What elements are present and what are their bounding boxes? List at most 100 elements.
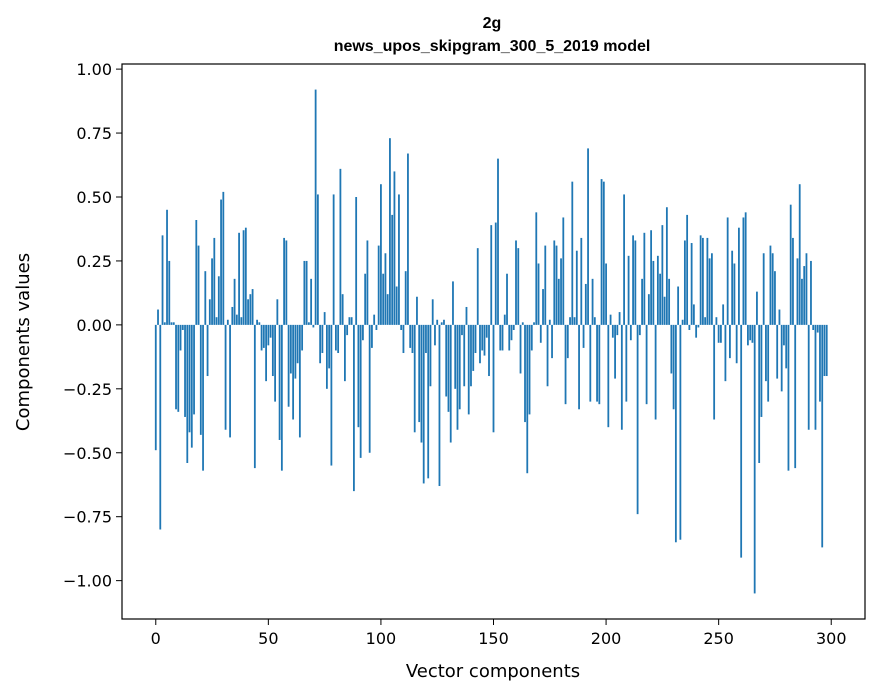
bar-13 (184, 324, 186, 417)
x-axis-ticks: 0 50 100 150 200 250 300 (151, 619, 847, 648)
bar-249 (715, 317, 718, 325)
bar-184 (569, 317, 571, 325)
bar-266 (753, 324, 756, 594)
bar-51 (269, 324, 272, 338)
bar-199 (602, 181, 605, 325)
bar-180 (560, 258, 562, 325)
bar-245 (706, 237, 709, 325)
bar-208 (623, 194, 625, 325)
bar-155 (503, 314, 506, 325)
bar-164 (524, 324, 526, 423)
bar-88 (353, 324, 355, 492)
bar-90 (357, 324, 360, 428)
bar-278 (780, 324, 783, 392)
bar-63 (296, 324, 299, 364)
bar-282 (789, 204, 792, 325)
bar-89 (355, 197, 358, 325)
bar-23 (206, 324, 209, 377)
bar-274 (771, 253, 774, 325)
bar-44 (253, 324, 256, 469)
x-tick-label: 0 (151, 629, 161, 648)
bar-233 (679, 324, 682, 540)
bar-214 (636, 324, 639, 515)
bar-16 (190, 324, 193, 448)
bar-263 (747, 324, 749, 346)
bar-92 (362, 324, 364, 341)
bar-39 (242, 230, 245, 325)
bar-169 (535, 212, 538, 325)
bar-270 (762, 253, 765, 325)
bar-163 (521, 322, 524, 325)
bar-131 (449, 324, 452, 443)
bar-116 (416, 296, 418, 325)
bar-248 (713, 324, 716, 420)
bar-118 (420, 324, 423, 443)
bar-223 (656, 255, 659, 325)
bar-29 (220, 199, 222, 325)
bar-66 (303, 260, 306, 325)
bar-207 (620, 324, 623, 430)
y-axis-ticks: −1.00 −0.75 −0.50 −0.25 0.00 0.25 0.50 0.75 1.00 (63, 60, 122, 591)
bar-11 (179, 324, 182, 351)
bar-229 (670, 324, 673, 374)
bar-27 (215, 317, 218, 325)
bar-104 (389, 138, 391, 325)
bar-156 (506, 273, 508, 325)
y-tick-label: −0.25 (63, 380, 112, 399)
chart-subtitle: news_upos_skipgram_300_5_2019 model (334, 38, 651, 55)
bar-213 (634, 240, 637, 325)
bar-257 (733, 263, 736, 325)
bar-161 (517, 248, 520, 325)
bar-261 (742, 217, 745, 325)
bar-136 (461, 324, 463, 336)
bar-91 (359, 324, 362, 458)
bar-197 (598, 324, 601, 405)
bar-77 (328, 324, 331, 369)
x-tick-label: 100 (366, 629, 397, 648)
bar-172 (542, 289, 544, 325)
bar-34 (231, 306, 234, 325)
x-tick-label: 250 (703, 629, 734, 648)
bar-237 (688, 324, 691, 330)
bar-35 (233, 278, 236, 325)
bar-60 (289, 324, 292, 374)
bar-128 (443, 319, 445, 325)
bar-61 (292, 324, 295, 420)
bar-33 (229, 324, 231, 438)
bar-189 (580, 237, 583, 325)
bar-238 (690, 243, 693, 325)
bar-186 (573, 317, 576, 325)
bar-256 (731, 250, 734, 325)
bar-70 (312, 324, 315, 328)
bar-110 (402, 324, 405, 354)
bar-265 (751, 324, 754, 343)
bar-286 (798, 184, 801, 325)
bar-182 (564, 324, 567, 405)
bar-68 (307, 322, 310, 325)
bar-6 (168, 260, 171, 325)
bar-153 (499, 324, 502, 351)
bar-178 (555, 245, 558, 325)
bar-26 (213, 237, 216, 325)
bar-260 (740, 324, 743, 558)
bar-99 (377, 245, 380, 325)
bar-202 (609, 314, 612, 325)
bar-65 (301, 324, 304, 351)
bar-279 (783, 324, 785, 346)
bar-218 (645, 324, 648, 405)
bar-97 (373, 314, 376, 325)
bar-38 (240, 317, 243, 325)
bar-120 (425, 324, 427, 354)
bar-190 (582, 324, 585, 348)
bar-240 (695, 324, 698, 338)
bar-103 (386, 294, 389, 325)
bar-62 (294, 324, 297, 379)
bar-285 (796, 258, 799, 325)
bar-105 (391, 214, 394, 325)
bar-93 (364, 273, 367, 325)
bar-129 (445, 324, 448, 397)
bar-49 (265, 324, 267, 382)
bar-101 (382, 273, 385, 325)
bar-201 (607, 324, 610, 428)
bar-295 (819, 324, 821, 402)
